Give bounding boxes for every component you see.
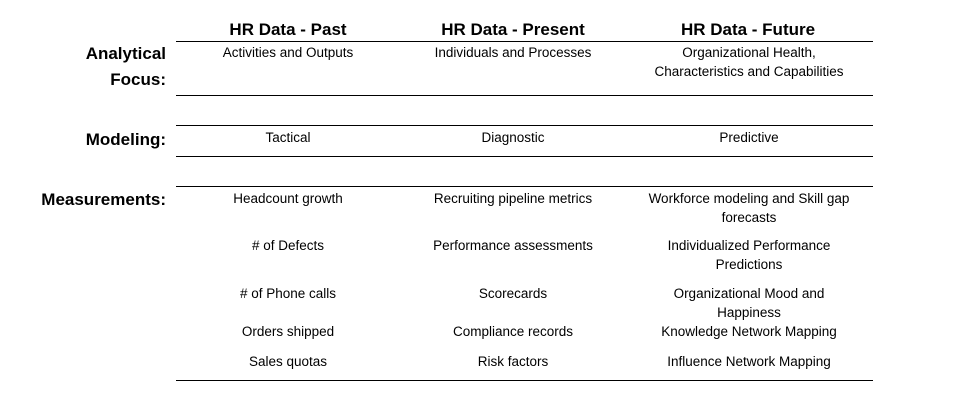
rule-top bbox=[176, 41, 873, 42]
rule-bottom bbox=[176, 380, 873, 381]
row-label-analytical-focus-line1: Analytical bbox=[85, 44, 166, 63]
measurement-past: Orders shipped bbox=[241, 324, 335, 339]
measurement-future: Workforce modeling and Skill gap forecas… bbox=[648, 191, 850, 225]
row-label-modeling: Modeling: bbox=[85, 130, 166, 149]
rule-modeling-top bbox=[176, 125, 873, 126]
rule-measurements-top bbox=[176, 186, 873, 187]
measurement-future: Knowledge Network Mapping bbox=[661, 324, 837, 339]
measurement-past: Sales quotas bbox=[248, 354, 328, 369]
measurement-present: Performance assessments bbox=[433, 238, 593, 253]
measurement-past: # of Defects bbox=[251, 238, 325, 253]
modeling-present: Diagnostic bbox=[481, 130, 545, 145]
focus-present: Individuals and Processes bbox=[434, 45, 592, 60]
measurement-present: Scorecards bbox=[478, 286, 548, 301]
rule-focus-bottom bbox=[176, 95, 873, 96]
focus-future: Organizational Health, Characteristics a… bbox=[654, 45, 844, 79]
measurement-future: Influence Network Mapping bbox=[667, 354, 831, 369]
measurement-future: Organizational Mood and Happiness bbox=[673, 286, 825, 320]
measurement-present: Risk factors bbox=[477, 354, 549, 369]
measurement-future: Individualized Performance Predictions bbox=[667, 238, 831, 272]
column-header-past: HR Data - Past bbox=[229, 20, 347, 39]
row-label-analytical-focus: Analytical Focus: bbox=[0, 43, 166, 91]
row-label-measurements: Measurements: bbox=[41, 190, 166, 209]
modeling-past: Tactical bbox=[265, 130, 311, 145]
rule-modeling-bottom bbox=[176, 156, 873, 157]
row-label-analytical-focus-line2: Focus: bbox=[110, 70, 166, 89]
measurement-past: Headcount growth bbox=[233, 191, 343, 206]
column-header-future: HR Data - Future bbox=[680, 20, 816, 39]
measurement-present: Recruiting pipeline metrics bbox=[433, 191, 593, 206]
measurement-present: Compliance records bbox=[452, 324, 574, 339]
column-header-present: HR Data - Present bbox=[441, 20, 585, 39]
measurement-past: # of Phone calls bbox=[239, 286, 337, 301]
modeling-future: Predictive bbox=[719, 130, 779, 145]
focus-past: Activities and Outputs bbox=[222, 45, 354, 60]
